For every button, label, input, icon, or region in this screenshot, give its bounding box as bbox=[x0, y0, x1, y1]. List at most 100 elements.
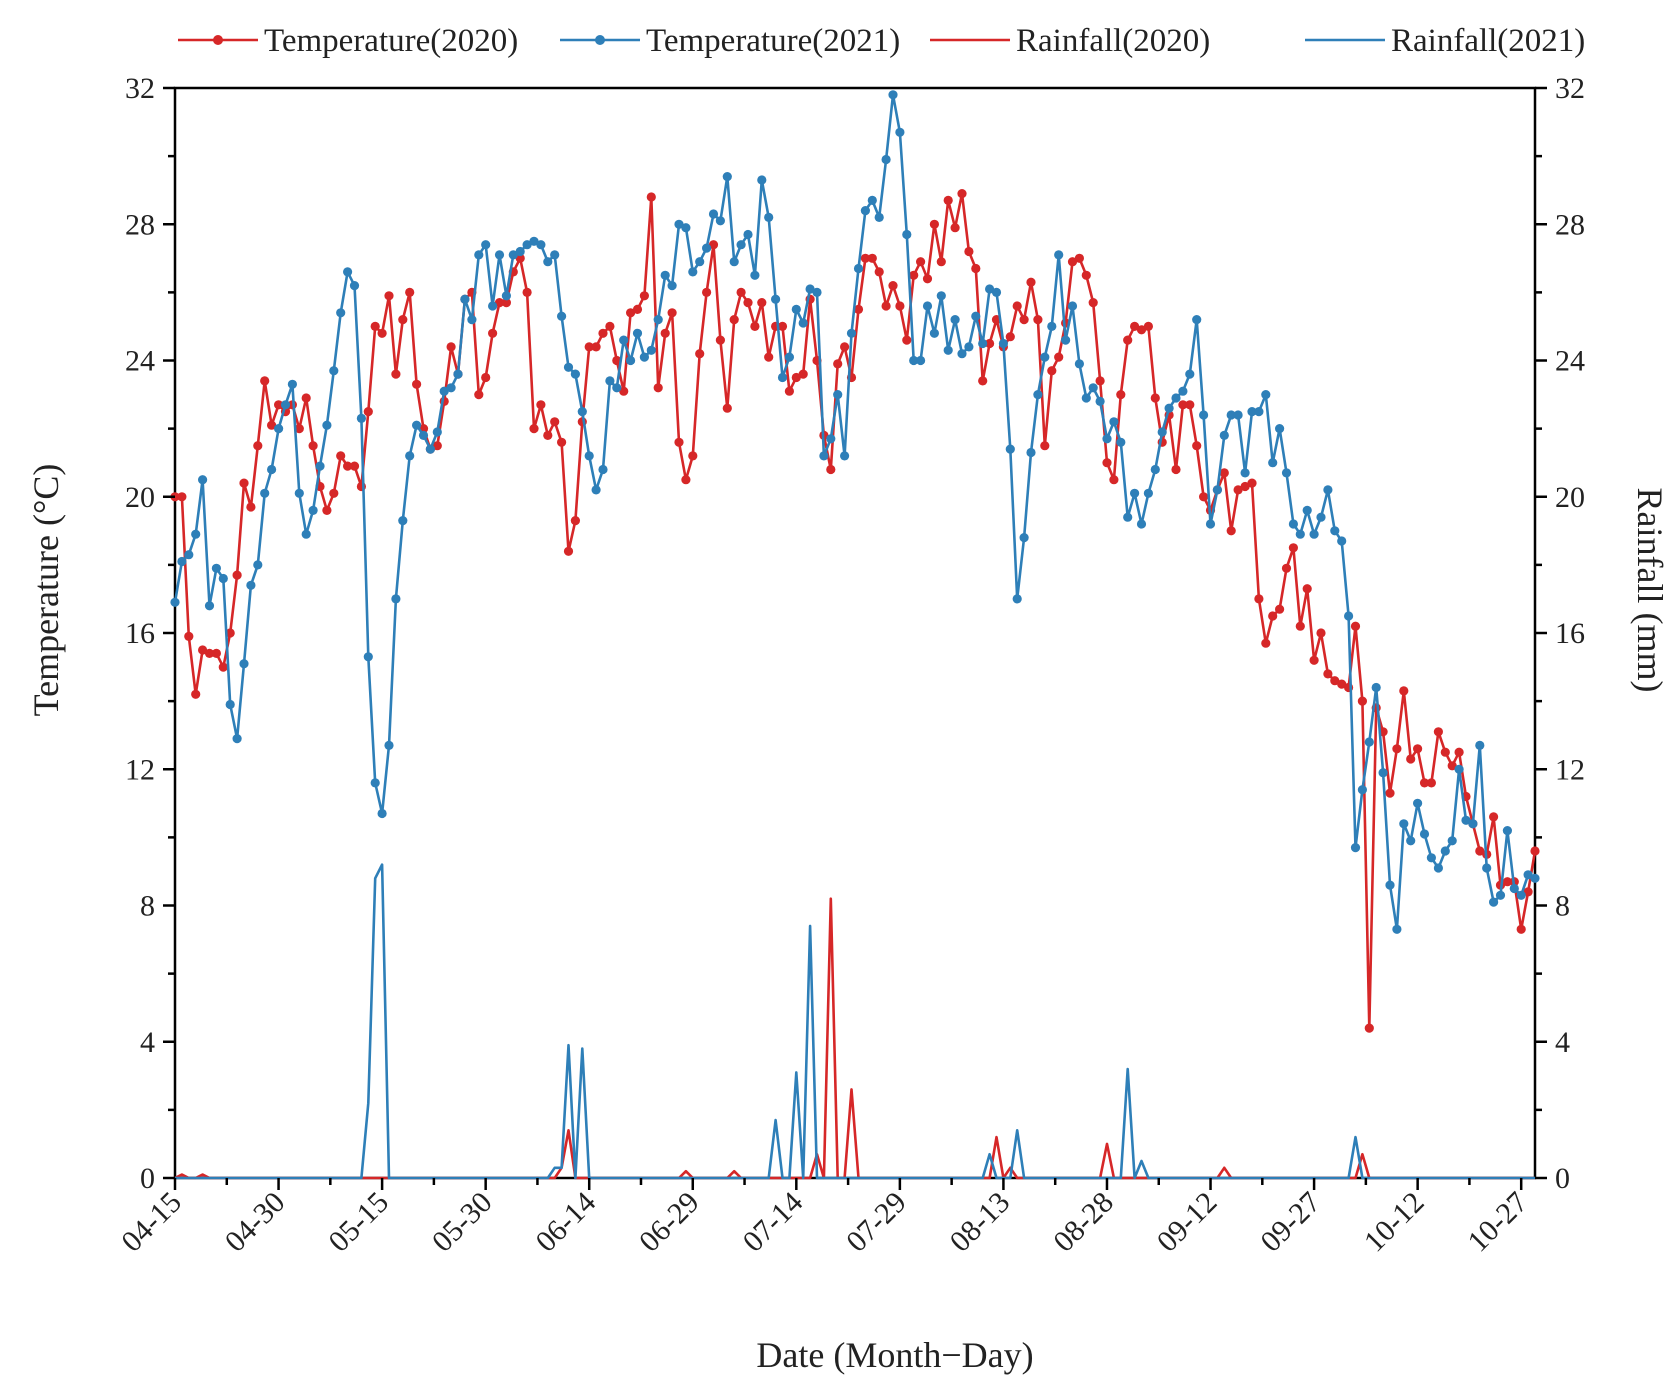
data-point bbox=[1350, 621, 1361, 631]
data-point bbox=[529, 236, 539, 246]
data-point bbox=[695, 257, 705, 267]
data-point bbox=[909, 355, 919, 366]
x-tick-label: 08-13 bbox=[944, 1186, 1017, 1259]
data-point bbox=[184, 631, 194, 642]
data-point bbox=[1054, 250, 1064, 260]
data-point bbox=[1523, 887, 1533, 897]
data-point bbox=[418, 430, 429, 440]
data-point bbox=[1447, 761, 1457, 771]
data-point bbox=[674, 219, 684, 229]
data-point bbox=[1026, 277, 1036, 287]
data-point bbox=[1530, 873, 1540, 883]
legend-swatch-marker bbox=[595, 35, 605, 45]
data-point bbox=[598, 464, 608, 475]
y-right-tick-label: 16 bbox=[1555, 617, 1585, 650]
data-point bbox=[681, 475, 691, 485]
data-point bbox=[432, 441, 442, 451]
data-point bbox=[1406, 836, 1416, 846]
series-temperature-2021 bbox=[170, 90, 1540, 934]
data-point bbox=[695, 349, 705, 359]
data-point bbox=[1185, 369, 1195, 379]
data-point bbox=[329, 488, 339, 498]
data-point bbox=[1226, 526, 1236, 536]
data-point bbox=[204, 601, 215, 611]
data-point bbox=[736, 240, 746, 250]
x-tick-label: 07-29 bbox=[840, 1186, 913, 1259]
data-point bbox=[474, 250, 484, 260]
data-point bbox=[743, 229, 753, 240]
data-point bbox=[619, 335, 629, 345]
data-point bbox=[515, 246, 525, 257]
data-point bbox=[232, 570, 242, 580]
data-point bbox=[1109, 417, 1119, 427]
data-point bbox=[1164, 403, 1174, 413]
data-point bbox=[1323, 485, 1333, 495]
data-point bbox=[985, 284, 995, 294]
data-point bbox=[1219, 468, 1229, 478]
data-point bbox=[1205, 519, 1216, 529]
data-point bbox=[563, 546, 574, 556]
data-point bbox=[1419, 778, 1430, 788]
series-line bbox=[175, 863, 1535, 1180]
data-point bbox=[681, 223, 691, 233]
data-point bbox=[218, 573, 228, 584]
data-point bbox=[1440, 846, 1450, 856]
data-point bbox=[177, 492, 187, 502]
data-point bbox=[274, 400, 284, 410]
y-left-tick-label: 4 bbox=[140, 1026, 155, 1059]
data-point bbox=[467, 315, 477, 325]
data-point bbox=[1026, 447, 1036, 458]
data-point bbox=[853, 263, 864, 274]
data-point bbox=[211, 563, 221, 573]
y-left-tick-label: 28 bbox=[125, 208, 155, 241]
data-point bbox=[722, 172, 732, 182]
data-point bbox=[605, 376, 615, 386]
data-point bbox=[218, 662, 228, 672]
data-point bbox=[1281, 563, 1292, 573]
y-right-tick-label: 4 bbox=[1555, 1026, 1570, 1059]
data-point bbox=[1130, 488, 1140, 498]
data-point bbox=[557, 437, 567, 447]
data-point bbox=[1344, 611, 1354, 621]
x-tick-label: 05-15 bbox=[322, 1186, 395, 1259]
legend-swatch-marker bbox=[213, 35, 223, 45]
data-point bbox=[757, 298, 767, 308]
data-point bbox=[412, 379, 422, 389]
data-point bbox=[591, 342, 601, 352]
y-left-tick-label: 0 bbox=[140, 1162, 155, 1195]
data-point bbox=[1385, 788, 1395, 798]
data-point bbox=[1192, 441, 1202, 451]
data-point bbox=[170, 597, 180, 607]
data-point bbox=[1323, 669, 1333, 679]
data-point bbox=[1330, 676, 1340, 686]
data-point bbox=[501, 291, 511, 301]
data-point bbox=[412, 420, 422, 430]
y-left-tick-label: 20 bbox=[125, 481, 155, 514]
data-point bbox=[819, 451, 829, 461]
data-point bbox=[1233, 485, 1243, 495]
plot-border bbox=[173, 86, 1537, 1180]
y-axis-left-title: Temperature (°C) bbox=[26, 464, 66, 717]
data-point bbox=[639, 352, 650, 362]
data-point bbox=[439, 386, 449, 396]
data-point bbox=[840, 451, 850, 461]
plot-frame bbox=[173, 86, 1537, 1180]
legend-label: Rainfall(2020) bbox=[1016, 23, 1210, 59]
data-point bbox=[1309, 529, 1319, 539]
data-point bbox=[929, 328, 940, 338]
data-point bbox=[1212, 485, 1222, 495]
data-point bbox=[280, 400, 291, 410]
data-point bbox=[1309, 655, 1319, 665]
data-point bbox=[784, 386, 795, 396]
data-point bbox=[246, 502, 256, 512]
data-point bbox=[1088, 298, 1098, 308]
y-axis-right-title: Rainfall (mm) bbox=[1630, 488, 1670, 693]
data-point bbox=[253, 560, 263, 570]
data-point bbox=[708, 240, 719, 250]
series-temperature-2020 bbox=[170, 189, 1540, 1033]
data-point bbox=[1019, 315, 1029, 325]
data-point bbox=[1489, 897, 1499, 907]
data-point bbox=[1102, 458, 1112, 468]
data-point bbox=[612, 355, 622, 366]
